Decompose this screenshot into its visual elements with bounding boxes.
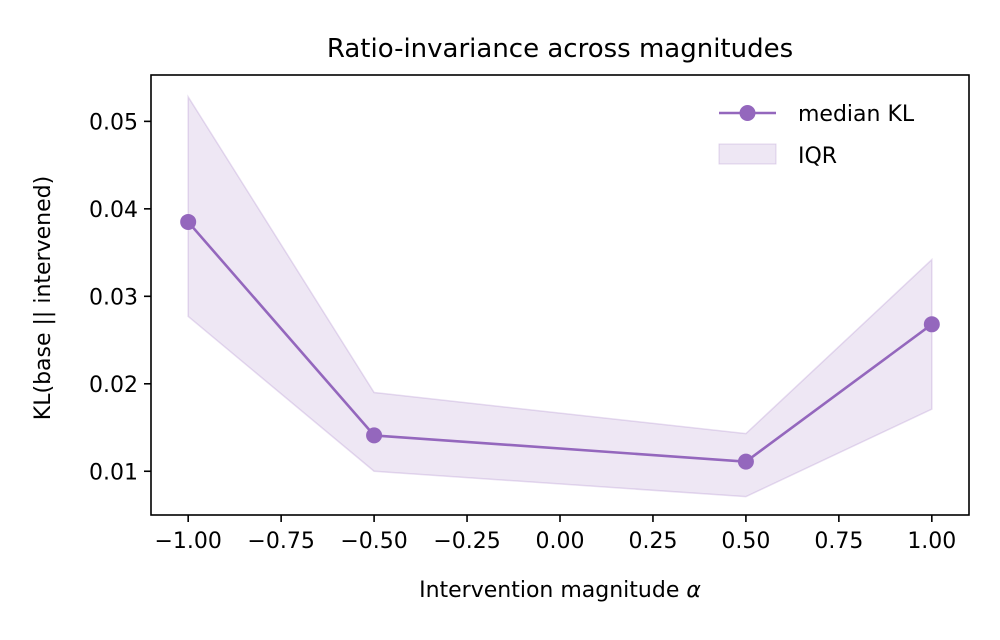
y-tick-label: 0.05 <box>89 110 138 135</box>
x-tick-label: −0.50 <box>340 529 407 554</box>
series-line-median-kl <box>187 221 933 463</box>
y-tick-label: 0.04 <box>89 198 138 223</box>
x-tick-label: −0.75 <box>247 529 314 554</box>
legend-label-iqr: IQR <box>798 144 837 169</box>
data-point <box>180 213 197 230</box>
data-point <box>366 427 383 444</box>
legend-point-marker <box>739 105 756 121</box>
x-tick-label: 0.50 <box>721 529 770 554</box>
data-point <box>737 453 754 470</box>
x-tick-label: −1.00 <box>154 529 221 554</box>
iqr-band <box>187 94 933 498</box>
legend: median KL IQR <box>718 102 915 169</box>
y-axis-label: KL(base || intervened) <box>31 176 56 420</box>
x-tick-label: 0.00 <box>536 529 585 554</box>
y-axis-ticks: 0.01 0.02 0.03 0.04 0.05 <box>89 110 151 485</box>
legend-label-median: median KL <box>798 102 915 127</box>
y-tick-label: 0.01 <box>89 460 138 485</box>
x-tick-label: 0.25 <box>628 529 677 554</box>
data-point <box>923 316 940 333</box>
x-axis-label-symbol: α <box>686 578 701 603</box>
chart-title: Ratio-invariance across magnitudes <box>327 34 793 64</box>
x-tick-label: −0.25 <box>433 529 500 554</box>
legend-patch-iqr <box>718 143 777 165</box>
x-tick-label: 0.75 <box>814 529 863 554</box>
x-axis-label-text: Intervention magnitude <box>419 578 679 603</box>
x-axis-label: Intervention magnitude α <box>419 578 701 603</box>
y-tick-label: 0.03 <box>89 285 138 310</box>
plot-area <box>180 94 940 498</box>
x-axis-ticks: −1.00 −0.75 −0.50 −0.25 0.00 0.25 0.50 0.75 1.00 <box>154 515 956 554</box>
x-tick-label: 1.00 <box>907 529 956 554</box>
y-tick-label: 0.02 <box>89 373 138 398</box>
